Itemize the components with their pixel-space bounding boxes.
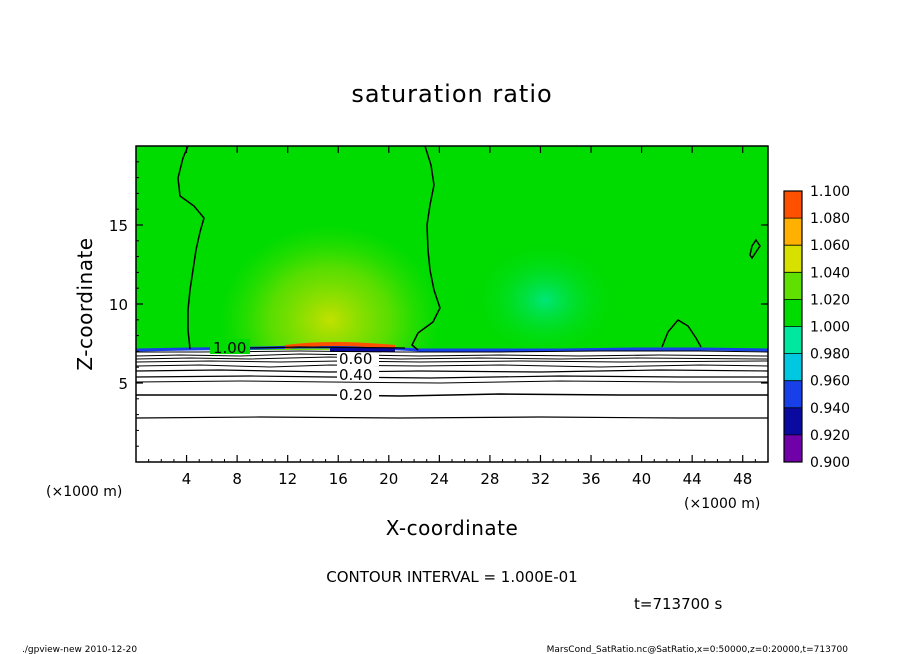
colorbar-label: 0.980 <box>810 347 850 363</box>
contour-label-0.20: 0.20 <box>339 386 372 404</box>
colorbar-band <box>784 434 802 462</box>
colorbar-band <box>784 218 802 246</box>
y-tick-label: 5 <box>118 375 128 393</box>
x-tick-label: 36 <box>581 470 600 488</box>
colorbar-band <box>784 272 802 300</box>
colorbar-label: 1.020 <box>810 292 850 308</box>
colorbar: 0.900 0.920 0.940 0.960 0.980 1.000 1.020 1.040… <box>783 184 850 471</box>
y-tick-label: 15 <box>109 217 128 235</box>
y-axis-label: Z-coordinate <box>73 237 97 370</box>
y-axis-unit: (×1000 m) <box>46 484 122 500</box>
colorbar-label: 0.920 <box>810 428 850 444</box>
x-tick-label: 16 <box>329 470 348 488</box>
x-axis-ticks: 4 8 12 16 20 24 28 32 36 40 44 48 <box>148 146 756 488</box>
contour-1.00-bump <box>661 319 702 348</box>
footer-left: ./gpview-new 2010-12-20 <box>22 645 137 654</box>
contour-1.00-left <box>177 146 205 350</box>
colorbar-band <box>784 245 802 273</box>
chart-title: saturation ratio <box>351 80 552 108</box>
x-tick-label: 44 <box>683 470 702 488</box>
colorbar-label: 1.000 <box>810 320 850 336</box>
drier-region <box>470 240 620 360</box>
colorbar-band <box>784 299 802 327</box>
time-text: t=713700 s <box>634 595 722 613</box>
colorbar-label: 1.100 <box>810 184 850 200</box>
contour-1.00-islet <box>749 238 761 260</box>
y-tick-label: 10 <box>109 296 128 314</box>
plot-area <box>136 146 768 462</box>
x-tick-label: 28 <box>480 470 499 488</box>
footer-right: MarsCond_SatRatio.nc@SatRatio,x=0:50000,… <box>547 645 849 654</box>
x-tick-label: 48 <box>733 470 752 488</box>
colorbar-band <box>784 326 802 354</box>
x-tick-label: 40 <box>632 470 651 488</box>
contour-labels: 1.00 0.60 0.40 0.20 <box>210 339 379 404</box>
x-tick-label: 24 <box>430 470 449 488</box>
colorbar-band <box>784 407 802 435</box>
x-axis-label: X-coordinate <box>386 516 519 540</box>
colorbar-band <box>784 191 802 219</box>
colorbar-band <box>784 353 802 381</box>
contour-1.00-base <box>245 346 406 349</box>
x-tick-label: 12 <box>278 470 297 488</box>
contour-label-0.40: 0.40 <box>339 366 372 384</box>
colorbar-label: 1.080 <box>810 211 850 227</box>
colorbar-label: 0.940 <box>810 401 850 417</box>
unsaturated-region <box>136 350 768 462</box>
contour-1.00-right <box>411 146 441 351</box>
colorbar-label: 0.960 <box>810 374 850 390</box>
colorbar-label: 0.900 <box>810 455 850 471</box>
x-axis-unit: (×1000 m) <box>684 496 760 512</box>
contour-label-0.60: 0.60 <box>339 350 372 368</box>
y-axis-ticks: 5 10 15 <box>109 161 768 447</box>
contour-label-1.00: 1.00 <box>213 339 246 357</box>
colorbar-band <box>784 380 802 408</box>
supersaturation-peak <box>284 342 396 349</box>
x-tick-label: 20 <box>379 470 398 488</box>
colorbar-label: 1.040 <box>810 265 850 281</box>
colorbar-label: 1.060 <box>810 238 850 254</box>
x-tick-label: 32 <box>531 470 550 488</box>
contour-interval-text: CONTOUR INTERVAL = 1.000E-01 <box>326 568 577 586</box>
x-tick-label: 4 <box>182 470 192 488</box>
x-tick-label: 8 <box>232 470 242 488</box>
